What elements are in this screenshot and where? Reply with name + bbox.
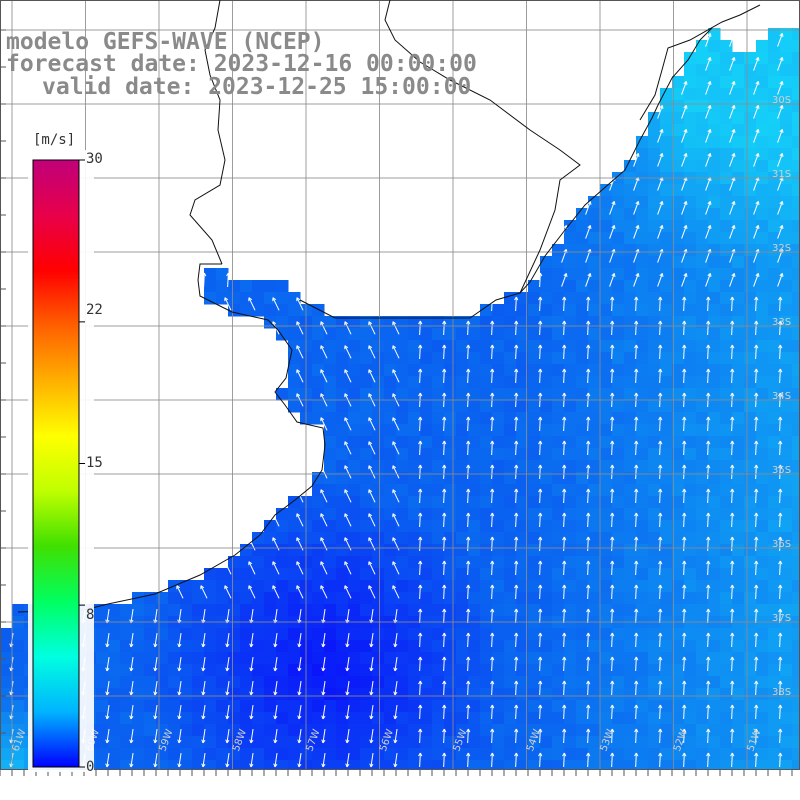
colorbar-tick-0: 0 <box>86 759 95 775</box>
colorbar-gradient <box>32 159 80 768</box>
colorbar-tick-15: 15 <box>86 455 103 471</box>
latitude-label: 36S <box>772 539 791 550</box>
latitude-label: 34S <box>772 391 791 402</box>
colorbar-tick-30: 30 <box>86 151 103 167</box>
colorbar-tick-22: 22 <box>86 302 103 318</box>
latitude-label: 37S <box>772 613 791 624</box>
forecast-date: forecast date: 2023-12-16 00:00:00 <box>6 51 477 77</box>
colorbar-unit: [m/s] <box>33 132 76 148</box>
coastline <box>17 0 761 613</box>
latitude-labels: 30S 31S 32S 33S 34S 35S 36S 37S 38S <box>772 95 791 698</box>
latitude-label: 30S <box>772 95 791 106</box>
colorbar <box>28 150 94 772</box>
latitude-label: 31S <box>772 169 791 180</box>
latitude-label: 35S <box>772 465 791 476</box>
latitude-label: 38S <box>772 687 791 698</box>
latitude-label: 33S <box>772 317 791 328</box>
valid-date: valid date: 2023-12-25 15:00:00 <box>42 74 472 100</box>
model-title: modelo GEFS-WAVE (NCEP) <box>6 29 325 55</box>
colorbar-tick-8: 8 <box>86 607 95 623</box>
latitude-label: 32S <box>772 243 791 254</box>
